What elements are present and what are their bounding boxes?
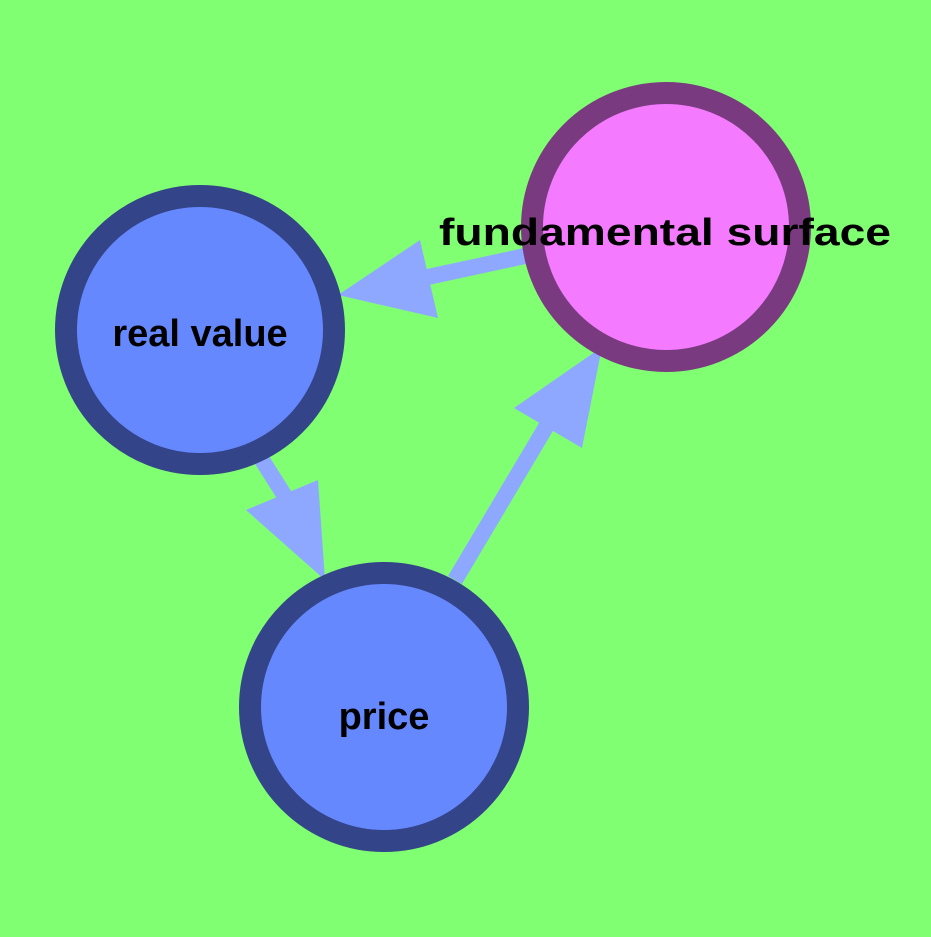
edge-price-to-fundamental-surface xyxy=(448,347,602,585)
node-label-real-value: real value xyxy=(112,313,287,355)
edge-fundamental-surface-to-real-value xyxy=(338,240,527,318)
edge-real-value-to-price xyxy=(246,455,325,580)
node-real-value[interactable]: real value xyxy=(55,185,345,475)
arrowhead-icon xyxy=(514,347,602,448)
node-label-fundamental-surface: fundamental surface xyxy=(439,212,891,254)
node-fundamental-surface[interactable]: fundamental surface xyxy=(439,82,891,372)
node-label-price: price xyxy=(339,696,430,738)
arrowhead-icon xyxy=(338,240,438,318)
node-price[interactable]: price xyxy=(239,562,529,852)
arrowhead-icon xyxy=(246,480,325,580)
